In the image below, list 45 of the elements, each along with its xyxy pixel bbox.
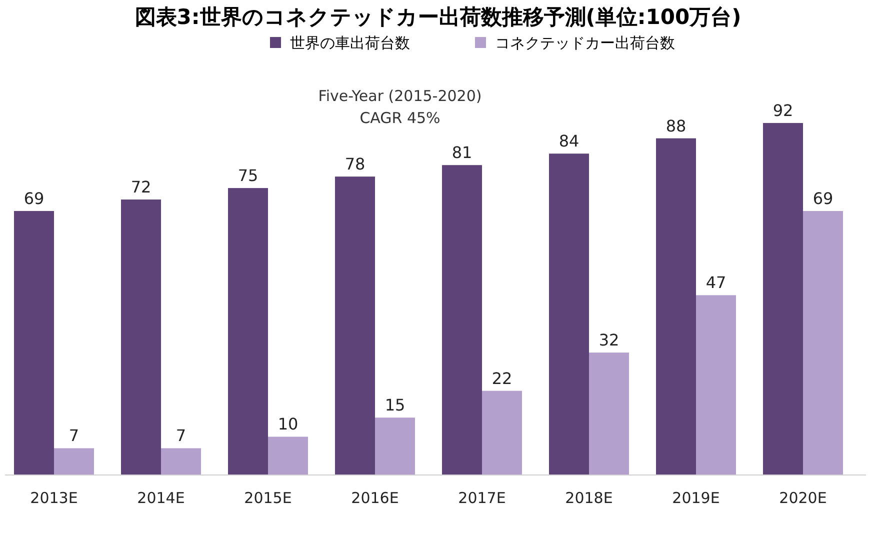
x-tick-label: 2017E <box>458 489 506 507</box>
bar <box>589 352 629 475</box>
x-tick-label: 2014E <box>137 489 185 507</box>
data-label: 69 <box>24 189 44 208</box>
data-label: 88 <box>666 116 686 136</box>
data-label: 92 <box>772 101 794 120</box>
data-label: 10 <box>278 414 298 434</box>
data-label: 81 <box>452 143 472 162</box>
x-tick-label: 2015E <box>244 489 292 507</box>
data-label: 7 <box>68 426 80 446</box>
data-label: 78 <box>344 154 366 174</box>
x-tick-label: 2018E <box>565 489 613 507</box>
bar <box>656 138 696 475</box>
bar <box>482 390 522 475</box>
data-label: 7 <box>176 426 186 446</box>
data-label: 22 <box>492 368 512 388</box>
bar <box>803 211 843 475</box>
bar <box>161 448 201 475</box>
x-tick-label: 2016E <box>351 489 399 507</box>
data-label: 47 <box>706 273 726 292</box>
bar <box>335 176 375 475</box>
bar <box>121 200 161 475</box>
title: 図表3:世界のコネクテッドカー出荷数推移予測(単位:100万台) <box>134 5 742 29</box>
bar <box>442 165 482 475</box>
data-label: 32 <box>598 330 620 350</box>
data-label: 72 <box>130 178 152 197</box>
bar <box>696 295 736 475</box>
bar <box>14 211 54 475</box>
data-label: 15 <box>384 396 406 415</box>
bar <box>268 436 308 475</box>
bar <box>549 154 589 475</box>
bar <box>228 188 268 475</box>
legend-label: 世界の車出荷台数 <box>290 34 410 52</box>
data-label: 75 <box>238 166 258 186</box>
x-tick-label: 2013E <box>30 489 78 507</box>
x-tick-label: 2020E <box>779 489 827 507</box>
x-tick-label: 2019E <box>672 489 720 507</box>
annotation: CAGR 45% <box>360 109 440 127</box>
bar <box>375 418 415 475</box>
data-label: 69 <box>812 189 834 208</box>
legend-label: コネクテッドカー出荷台数 <box>495 34 675 52</box>
bar <box>54 448 94 475</box>
data-label: 84 <box>558 132 580 151</box>
bar <box>763 123 803 475</box>
text: Five-Year (2015-2020) <box>318 87 482 105</box>
